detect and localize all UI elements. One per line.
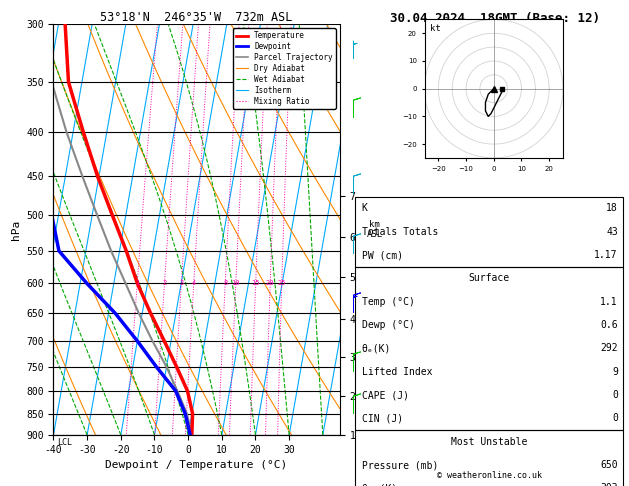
Legend: Temperature, Dewpoint, Parcel Trajectory, Dry Adiabat, Wet Adiabat, Isotherm, Mi: Temperature, Dewpoint, Parcel Trajectory…	[233, 28, 336, 109]
Text: 2: 2	[162, 280, 167, 286]
Text: 292: 292	[600, 344, 618, 353]
Text: 0.6: 0.6	[600, 320, 618, 330]
Text: 0: 0	[612, 390, 618, 400]
Text: CIN (J): CIN (J)	[362, 414, 403, 423]
Text: 303: 303	[600, 484, 618, 486]
Text: 30.04.2024  18GMT (Base: 12): 30.04.2024 18GMT (Base: 12)	[389, 12, 599, 25]
Text: CAPE (J): CAPE (J)	[362, 390, 409, 400]
Text: Most Unstable: Most Unstable	[451, 437, 527, 447]
Text: 3: 3	[179, 280, 184, 286]
Text: θₑ(K): θₑ(K)	[362, 344, 391, 353]
Text: Totals Totals: Totals Totals	[362, 227, 438, 237]
Text: 1: 1	[135, 280, 140, 286]
Bar	[355, 430, 623, 486]
Text: 10: 10	[231, 280, 240, 286]
Text: 1.17: 1.17	[594, 250, 618, 260]
Text: kt: kt	[430, 23, 441, 33]
Text: Lifted Index: Lifted Index	[362, 367, 432, 377]
Text: 4: 4	[192, 280, 196, 286]
Text: Dewp (°C): Dewp (°C)	[362, 320, 415, 330]
Text: 20: 20	[266, 280, 274, 286]
Text: K: K	[362, 204, 367, 213]
Text: 1.1: 1.1	[600, 297, 618, 307]
Y-axis label: hPa: hPa	[11, 220, 21, 240]
Text: 8: 8	[223, 280, 227, 286]
Text: 43: 43	[606, 227, 618, 237]
Bar	[355, 197, 623, 267]
Text: PW (cm): PW (cm)	[362, 250, 403, 260]
Text: 15: 15	[252, 280, 260, 286]
Text: 0: 0	[612, 414, 618, 423]
Text: θₑ (K): θₑ (K)	[362, 484, 397, 486]
Text: 25: 25	[277, 280, 286, 286]
Y-axis label: km
ASL: km ASL	[367, 220, 383, 239]
Text: LCL: LCL	[57, 438, 72, 447]
Text: 18: 18	[606, 204, 618, 213]
Text: Temp (°C): Temp (°C)	[362, 297, 415, 307]
Text: © weatheronline.co.uk: © weatheronline.co.uk	[437, 471, 542, 480]
Text: Surface: Surface	[469, 274, 509, 283]
X-axis label: Dewpoint / Temperature (°C): Dewpoint / Temperature (°C)	[106, 460, 287, 470]
Text: 9: 9	[612, 367, 618, 377]
Text: Pressure (mb): Pressure (mb)	[362, 460, 438, 470]
Text: 650: 650	[600, 460, 618, 470]
Bar	[355, 267, 623, 430]
Title: 53°18'N  246°35'W  732m ASL: 53°18'N 246°35'W 732m ASL	[101, 11, 292, 24]
